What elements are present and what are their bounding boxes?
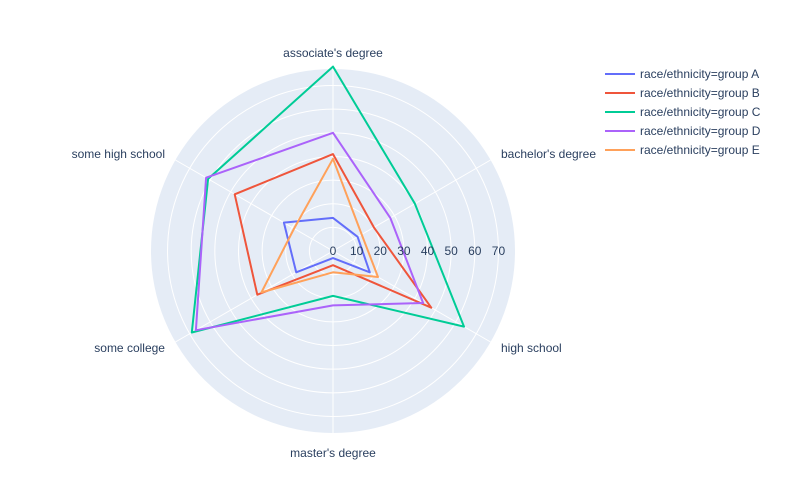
radial-tick-label: 40 (421, 244, 435, 258)
series-line-e[interactable] (260, 157, 379, 294)
series-line-a[interactable] (282, 216, 371, 274)
series-layer (190, 65, 465, 334)
radial-tick-label: 20 (374, 244, 388, 258)
series-line-c[interactable] (190, 65, 465, 334)
legend-item[interactable]: race/ethnicity=group E (605, 143, 760, 157)
series-line-b[interactable] (233, 153, 433, 309)
category-label: high school (501, 341, 562, 355)
category-label: some high school (72, 147, 165, 161)
category-label: master's degree (290, 446, 376, 460)
spoke-line (332, 159, 491, 252)
category-label: associate's degree (283, 46, 383, 60)
legend-label: race/ethnicity=group B (640, 86, 760, 100)
legend-item[interactable]: race/ethnicity=group C (605, 105, 761, 119)
radial-tick-label: 60 (468, 244, 482, 258)
legend-item[interactable]: race/ethnicity=group B (605, 86, 760, 100)
radial-tick-label: 30 (397, 244, 411, 258)
radial-tick-label: 0 (330, 244, 337, 258)
series-line-d[interactable] (194, 131, 425, 332)
category-label: some college (94, 341, 165, 355)
legend-label: race/ethnicity=group A (640, 67, 759, 81)
legend[interactable]: race/ethnicity=group A race/ethnicity=gro… (605, 67, 761, 157)
spoke-line (175, 250, 334, 343)
category-labels: associate's degree bachelor's degree high … (72, 46, 597, 460)
category-label: bachelor's degree (501, 147, 596, 161)
radial-tick-label: 70 (492, 244, 506, 258)
legend-item[interactable]: race/ethnicity=group D (605, 124, 761, 138)
radial-tick-label: 50 (445, 244, 459, 258)
radial-tick-label: 10 (350, 244, 364, 258)
radial-tick-labels: 0 10 20 30 40 50 60 70 (330, 244, 506, 258)
legend-item[interactable]: race/ethnicity=group A (605, 67, 759, 81)
spoke-line (175, 159, 334, 252)
legend-label: race/ethnicity=group D (640, 124, 761, 138)
legend-label: race/ethnicity=group E (640, 143, 760, 157)
legend-label: race/ethnicity=group C (640, 105, 761, 119)
